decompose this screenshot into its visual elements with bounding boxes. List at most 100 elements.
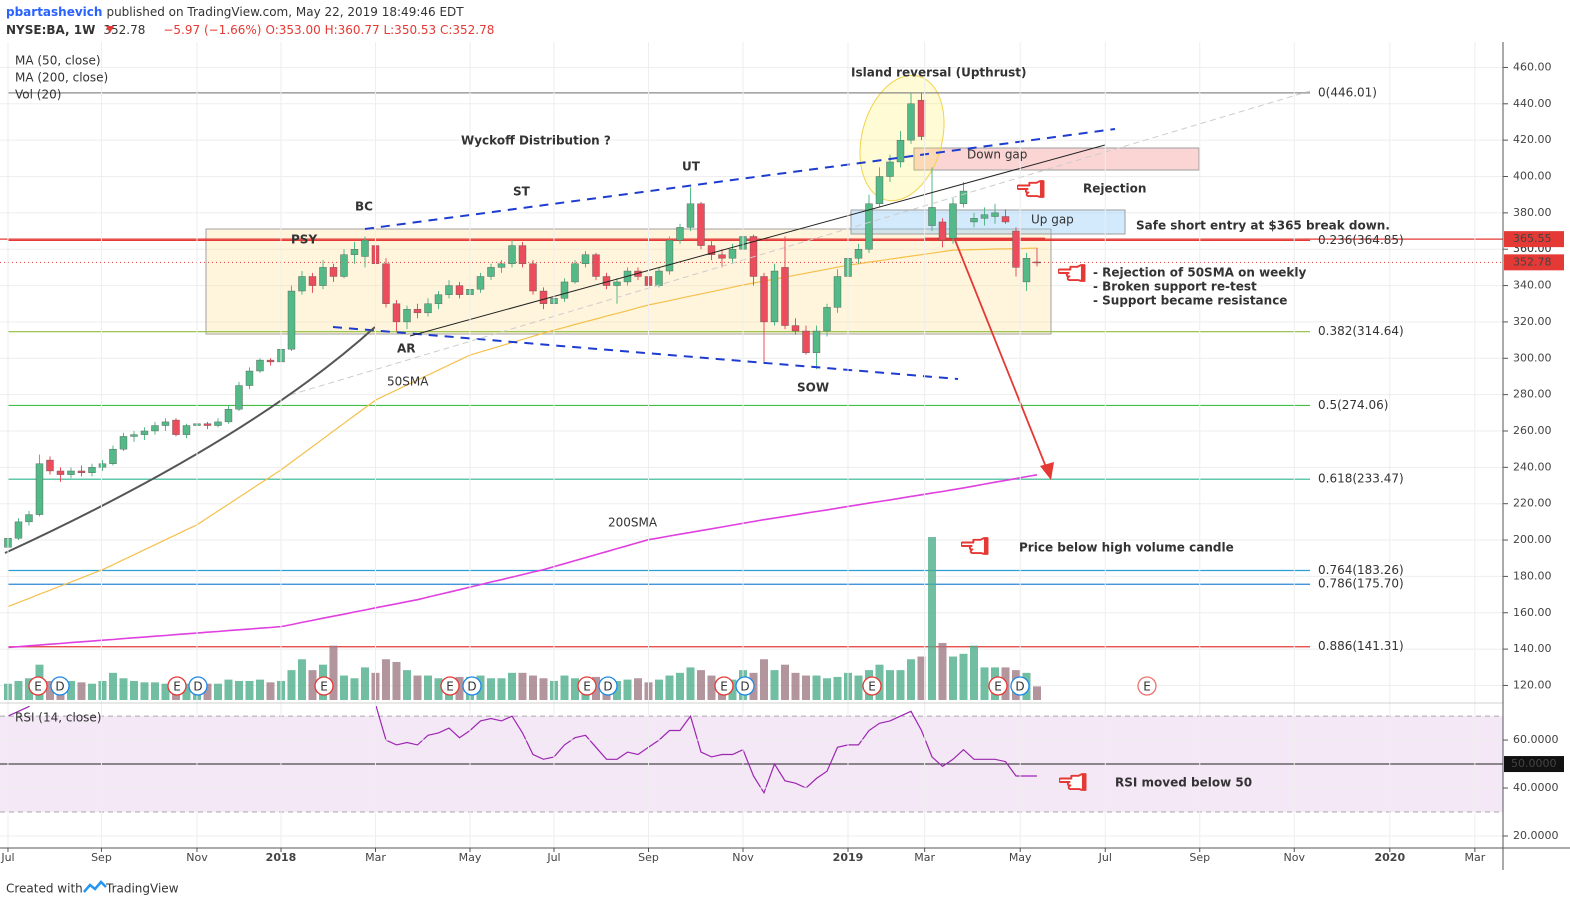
volume-bar: [66, 680, 75, 700]
candle-body: [476, 276, 485, 290]
candle-body: [508, 245, 516, 264]
arrow-head: [1040, 462, 1054, 480]
volume-bar: [770, 670, 779, 700]
volume-bar: [675, 672, 684, 700]
candle-body: [130, 434, 138, 437]
volume-bar: [791, 672, 800, 700]
candle-body: [382, 263, 390, 304]
candle-body: [497, 263, 506, 268]
candle-body: [896, 139, 905, 163]
volume-bar: [87, 683, 96, 700]
candle-body: [67, 470, 75, 475]
y-tick-label: 440.00: [1513, 97, 1552, 110]
candle-body: [917, 99, 926, 137]
volume-bar: [948, 656, 957, 700]
price-tag-label: 365.55: [1513, 232, 1552, 245]
volume-bar: [654, 679, 663, 700]
volume-bar: [780, 664, 789, 700]
candle-body: [938, 221, 947, 241]
event-label: D: [467, 680, 476, 694]
footer-created: Created with: [6, 882, 83, 896]
volume-bar: [980, 667, 989, 700]
x-tick-label: Nov: [732, 851, 754, 864]
candle-body: [88, 467, 96, 473]
candle-body: [214, 421, 222, 426]
volume-bar: [707, 675, 716, 700]
event-marker: [735, 676, 755, 696]
volume-bar: [812, 675, 821, 700]
volume-bar: [329, 645, 338, 700]
candle-body: [455, 285, 464, 295]
candle-body: [119, 436, 128, 450]
y-tick-label: 200.00: [1513, 533, 1552, 546]
x-tick-label: Mar: [365, 851, 386, 864]
event-label: E: [583, 680, 591, 694]
candle-body: [539, 290, 548, 304]
annotation: - Support became resistance: [1093, 294, 1287, 308]
y-tick-label: 400.00: [1513, 170, 1552, 183]
up-gap-box: [850, 209, 1126, 235]
candle-body: [928, 207, 936, 226]
candle-body: [98, 463, 107, 468]
volume-bar: [402, 670, 411, 700]
candle-body: [172, 419, 180, 435]
candle-body: [781, 267, 789, 326]
candle-body: [1033, 261, 1041, 264]
candle-body: [907, 103, 915, 141]
candle-body: [413, 308, 422, 314]
ohlc: O:353.00 H:360.77 L:350.53 C:352.78: [266, 23, 495, 37]
volume-bar: [833, 676, 842, 700]
event-marker: [577, 676, 597, 696]
annotation: Up gap: [1031, 213, 1074, 227]
candle-body: [980, 214, 989, 219]
volume-bar: [392, 661, 401, 700]
y-tick-label: 380.00: [1513, 206, 1552, 219]
volume-bar: [885, 670, 894, 700]
volume-bar: [917, 656, 926, 700]
candle-body: [1012, 230, 1020, 268]
candle-body: [886, 161, 894, 177]
candle-body: [245, 370, 254, 386]
annotation: SOW: [797, 381, 829, 395]
moving-average: [7, 247, 1038, 608]
volume-bar: [213, 683, 222, 700]
event-marker: [988, 676, 1008, 696]
candle-body: [823, 307, 831, 332]
event-label: E: [994, 680, 1002, 694]
volume-bar: [98, 680, 107, 700]
x-tick-label: Sep: [91, 851, 112, 864]
candle-body: [56, 470, 65, 475]
fib-label: 0.886(141.31): [1318, 639, 1404, 653]
event-marker: [314, 676, 334, 696]
candle-body: [25, 514, 33, 523]
legend-entry: RSI (14, close): [15, 711, 101, 725]
fib-label: 0.5(274.06): [1318, 398, 1388, 412]
candle-body: [109, 448, 117, 464]
event-label: D: [55, 680, 64, 694]
volume-bar: [665, 675, 674, 700]
volume-bar: [413, 675, 422, 700]
volume-bar: [108, 672, 117, 700]
y-tick-label: 320.00: [1513, 315, 1552, 328]
candle-body: [350, 249, 359, 255]
event-marker: [188, 676, 208, 696]
candle-body: [833, 276, 842, 308]
y-tick-label: 460.00: [1513, 60, 1552, 73]
annotation: Down gap: [967, 148, 1027, 162]
candle-body: [697, 203, 705, 246]
legend-entry: MA (200, close): [15, 71, 108, 85]
x-tick-label: Jul: [1098, 851, 1112, 864]
candle-body: [266, 359, 275, 363]
fib-label: 0(446.01): [1318, 85, 1377, 99]
event-label: E: [173, 680, 181, 694]
rsi-line: [7, 706, 1037, 795]
x-tick-label: 2020: [1374, 851, 1405, 864]
candle-body: [340, 254, 348, 277]
event-marker: [167, 676, 187, 696]
candle-body: [298, 276, 306, 292]
event-marker: [1010, 676, 1030, 696]
annotation: UT: [682, 160, 701, 174]
candle-body: [445, 285, 453, 295]
legend-entry: MA (50, close): [15, 54, 101, 68]
